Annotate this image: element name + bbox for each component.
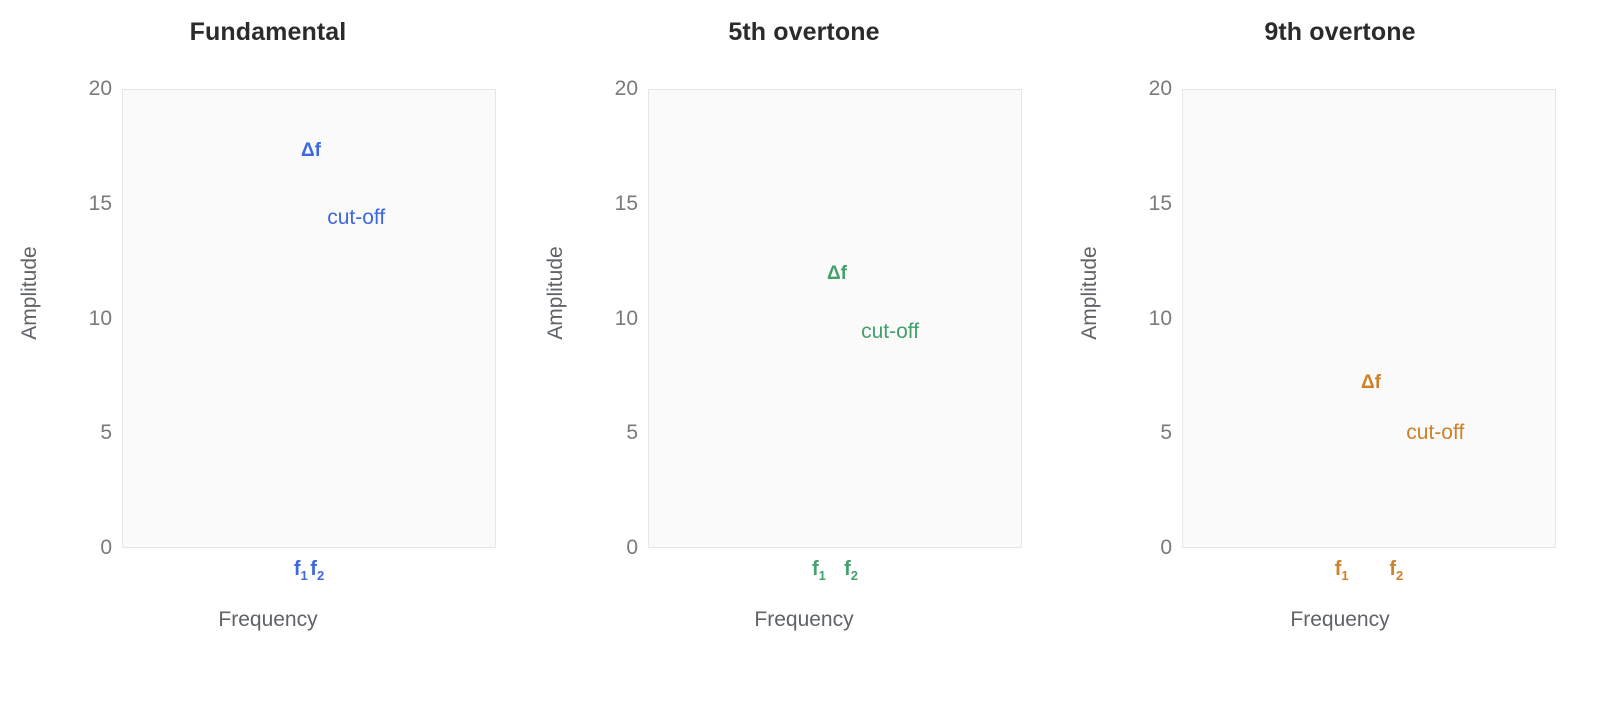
delta-f-label: Δf (827, 263, 847, 285)
y-tick-5: 5 (100, 421, 112, 445)
x-axis-label: Frequency (218, 608, 318, 631)
y-tick-10: 10 (88, 306, 112, 330)
panel-title: Fundamental (189, 18, 347, 46)
panel-9th-overtone: 9th overtone 20 15 10 5 0 Amplitude cut-… (1072, 0, 1608, 704)
y-tick-0: 0 (626, 536, 638, 559)
plot-background (122, 89, 496, 548)
y-tick-0: 0 (1160, 536, 1172, 559)
y-tick-15: 15 (614, 191, 638, 215)
x-tick-f1: f1 (811, 558, 826, 583)
x-tick-f2: f2 (310, 558, 325, 583)
panel-title: 9th overtone (1264, 18, 1416, 46)
delta-f-label: Δf (1361, 371, 1381, 393)
y-tick-5: 5 (626, 421, 638, 445)
plot-area-fundamental (122, 89, 496, 548)
x-tick-f2: f2 (1389, 558, 1404, 583)
panel-title: 5th overtone (728, 18, 880, 46)
y-tick-20: 20 (88, 77, 112, 100)
x-axis-label: Frequency (1290, 608, 1390, 631)
x-tick-f1: f1 (1334, 558, 1349, 583)
y-tick-0: 0 (100, 536, 112, 559)
y-tick-10: 10 (614, 306, 638, 330)
y-tick-20: 20 (614, 77, 638, 100)
y-axis-label: Amplitude (1078, 246, 1101, 340)
y-axis-label: Amplitude (544, 246, 567, 340)
panel-5th-overtone: 5th overtone 20 15 10 5 0 Amplitude cut-… (536, 0, 1072, 704)
plot-area-9th-overtone (1182, 89, 1556, 548)
cutoff-label: cut-off (1406, 421, 1465, 445)
y-axis-ticks: 20 15 10 5 0 (578, 77, 638, 559)
plot-area-5th-overtone (648, 89, 1022, 548)
x-tick-f2: f2 (844, 558, 859, 583)
x-tick-f1: f1 (293, 558, 308, 583)
x-axis-label: Frequency (754, 608, 854, 631)
y-axis-ticks: 20 15 10 5 0 (1112, 77, 1172, 559)
cutoff-label: cut-off (327, 205, 386, 229)
y-tick-15: 15 (88, 191, 112, 215)
plot-background (648, 89, 1022, 548)
y-tick-15: 15 (1148, 191, 1172, 215)
plot-background (1182, 89, 1556, 548)
y-axis-ticks: 20 15 10 5 0 (52, 77, 112, 559)
y-tick-20: 20 (1148, 77, 1172, 100)
y-tick-5: 5 (1160, 421, 1172, 445)
y-tick-10: 10 (1148, 306, 1172, 330)
delta-f-label: Δf (301, 139, 321, 161)
panel-fundamental: Fundamental 20 15 10 5 0 Amplitude cut-o… (0, 0, 536, 704)
y-axis-label: Amplitude (18, 246, 41, 340)
cutoff-label: cut-off (861, 320, 920, 344)
